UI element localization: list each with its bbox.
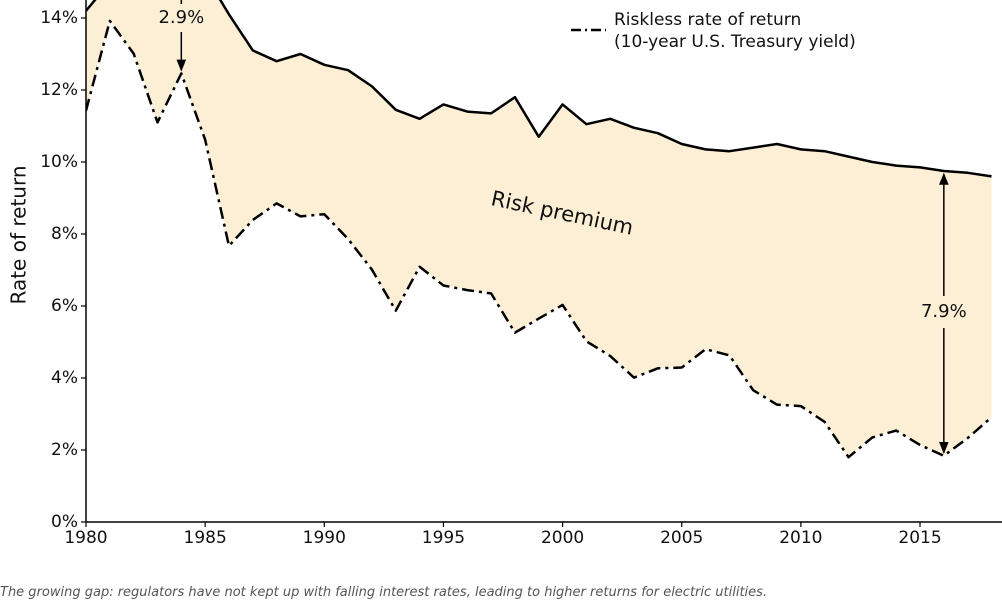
legend-label: Riskless rate of return (614, 10, 801, 30)
x-tick-label: 2000 (541, 528, 584, 548)
legend-note: (10-year U.S. Treasury yield) (614, 32, 856, 52)
series-line (86, 0, 992, 178)
annotation: 2.9% (158, 7, 204, 28)
annotation: 7.9% (921, 301, 967, 322)
plot-area (86, 0, 992, 459)
y-tick-label: 14% (40, 8, 78, 28)
x-tick-label: 1985 (184, 528, 227, 548)
y-tick-label: 6% (51, 296, 78, 316)
x-tick-label: 2015 (898, 528, 941, 548)
y-tick-label: 10% (40, 152, 78, 172)
caption: The growing gap: regulators have not kep… (0, 585, 767, 600)
series-line (86, 19, 992, 459)
y-axis-label: Rate of return (7, 165, 31, 304)
y-tick-label: 2% (51, 440, 78, 460)
y-tick-label: 12% (40, 80, 78, 100)
x-tick-label: 1980 (64, 528, 107, 548)
x-tick-label: 1995 (422, 528, 465, 548)
y-tick-label: 4% (51, 368, 78, 388)
x-tick-label: 2005 (660, 528, 703, 548)
risk-premium-area (86, 0, 992, 458)
x-tick-label: 1990 (303, 528, 346, 548)
y-tick-label: 8% (51, 224, 78, 244)
y-tick-label: 0% (51, 512, 78, 532)
x-tick-label: 2010 (779, 528, 822, 548)
